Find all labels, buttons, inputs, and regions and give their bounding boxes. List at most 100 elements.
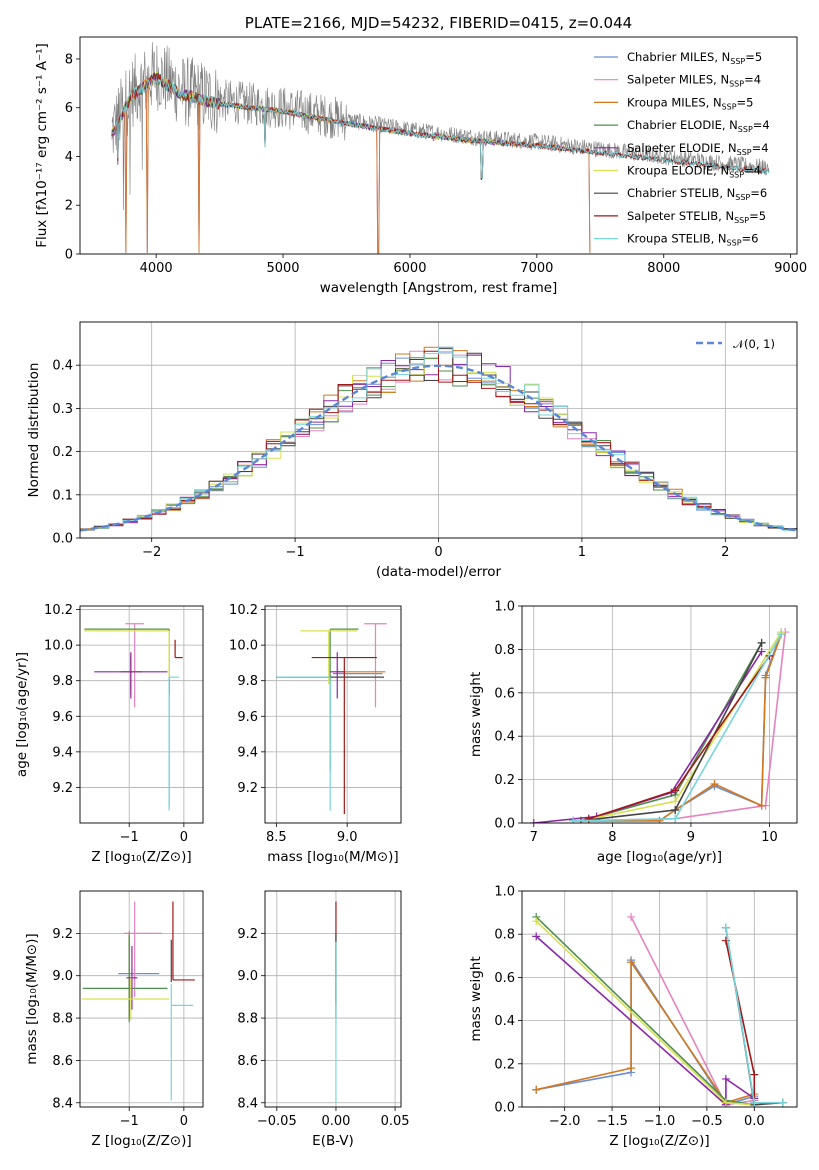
legend-entry: Kroupa ELODIE, NSSP=4 — [627, 164, 761, 180]
point-marker — [710, 779, 719, 788]
residuals-chart: −2 −1 0 1 2 0.0 0.1 0.2 0.3 0.4 (data-model)/error… — [26, 321, 798, 580]
x-tick-label: −1 — [286, 545, 305, 560]
chart-title: PLATE=2166, MJD=54232, FIBERID=0415, z=0… — [245, 14, 632, 32]
point-marker — [627, 1064, 636, 1073]
x-axis-label: Z [log₁₀(Z/Z⊙)] — [91, 1133, 191, 1149]
plot-area — [529, 628, 790, 823]
normal-curve — [80, 364, 797, 532]
point-marker — [777, 630, 786, 639]
x-axis-label: E(B-V) — [312, 1133, 354, 1149]
y-tick-label: 8.4 — [52, 1096, 73, 1111]
x-tick-label: −2 — [142, 545, 161, 560]
x-tick-label: 0.00 — [321, 1114, 350, 1129]
x-tick-label: −1 — [120, 830, 139, 845]
plot-area — [81, 901, 195, 1101]
y-axis-label: Flux [fλ10⁻¹⁷ erg cm⁻² s⁻¹ A⁻¹] — [34, 43, 50, 248]
y-axis-label: mass weight — [468, 956, 484, 1041]
y-tick-label: 8 — [65, 52, 73, 67]
x-tick-label: 9 — [687, 830, 695, 845]
y-tick-label: 9.6 — [237, 710, 258, 725]
point-marker — [627, 958, 636, 967]
x-tick-label: 0.0 — [744, 1114, 765, 1129]
y-tick-label: 9.0 — [52, 969, 73, 984]
x-tick-label: −0.05 — [257, 1114, 297, 1129]
legend-entry: Chabrier ELODIE, NSSP=4 — [627, 118, 770, 134]
y-tick-label: 0.2 — [494, 1057, 515, 1072]
y-tick-label: 1.0 — [494, 885, 515, 900]
y-tick-label: 0.4 — [494, 1014, 515, 1029]
series-line — [533, 651, 763, 823]
x-tick-label: 0 — [180, 1114, 188, 1129]
point-marker — [532, 932, 541, 941]
plot-area — [532, 912, 787, 1107]
plot-area — [80, 346, 797, 532]
y-tick-label: 10.2 — [229, 603, 258, 618]
point-marker — [532, 917, 541, 926]
model-line-salpeter-miles — [111, 74, 591, 254]
point-marker — [778, 1098, 787, 1107]
y-tick-label: 9.2 — [237, 927, 258, 942]
y-axis-label: Normed distribution — [26, 363, 42, 498]
y-tick-label: 9.2 — [237, 781, 258, 796]
point-marker — [671, 786, 680, 795]
plot-area — [276, 623, 387, 815]
point-marker — [671, 814, 680, 823]
y-tick-label: 0.3 — [52, 402, 73, 417]
x-tick-label: −1.5 — [596, 1114, 628, 1129]
y-tick-label: 0.2 — [494, 773, 515, 788]
legend-entry: Salpeter MILES, NSSP=4 — [627, 73, 761, 89]
x-axis-label: Z [log₁₀(Z/Z⊙)] — [91, 849, 191, 865]
point-marker — [529, 819, 538, 823]
massweight_vs_age-chart: 7 8 9 10 0.0 0.2 0.4 0.6 0.8 1.0 age [log₁₀(age/yr… — [468, 600, 798, 865]
x-tick-label: 8.5 — [266, 830, 287, 845]
point-marker — [655, 816, 664, 823]
x-axis-label: mass [log₁₀(M/M⊙)] — [267, 849, 398, 865]
y-tick-label: 8.4 — [237, 1096, 258, 1111]
x-tick-label: 2 — [721, 545, 729, 560]
legend-entry: Kroupa STELIB, NSSP=6 — [627, 232, 758, 248]
y-tick-label: 9.8 — [237, 674, 258, 689]
x-axis-label: wavelength [Angstrom, rest frame] — [320, 280, 558, 296]
y-tick-label: 9.8 — [52, 674, 73, 689]
y-tick-label: 1.0 — [494, 600, 515, 615]
legend-entry: Salpeter ELODIE, NSSP=4 — [627, 141, 769, 157]
y-tick-label: 9.0 — [237, 969, 258, 984]
y-tick-label: 10.2 — [44, 603, 73, 618]
axes-frame — [521, 890, 798, 1108]
y-tick-label: 0.0 — [494, 817, 515, 832]
y-tick-label: 0.6 — [494, 686, 515, 701]
point-marker — [721, 1074, 730, 1083]
y-tick-label: 9.2 — [52, 781, 73, 796]
x-tick-label: 8000 — [647, 261, 680, 276]
x-tick-label: −2.0 — [549, 1114, 581, 1129]
series-line — [535, 935, 755, 1107]
mass_vs_EBV-chart: −0.05 0.00 0.05 8.4 8.6 8.8 9.0 9.2 E(B-V) — [237, 890, 410, 1149]
axes-frame — [79, 605, 204, 824]
x-tick-label: −1 — [120, 1114, 139, 1129]
y-tick-label: 9.4 — [52, 745, 73, 760]
y-tick-label: 0 — [65, 248, 73, 263]
axes-frame — [79, 36, 798, 255]
axes-frame — [521, 605, 798, 824]
y-tick-label: 0.8 — [494, 643, 515, 658]
y-tick-label: 10.0 — [229, 639, 258, 654]
y-axis-label: age [log₁₀(age/yr)] — [14, 652, 30, 777]
x-tick-label: 0 — [434, 545, 442, 560]
x-tick-label: 6000 — [393, 261, 426, 276]
legend-entry: Chabrier STELIB, NSSP=6 — [627, 186, 767, 202]
x-tick-label: 9.0 — [337, 830, 358, 845]
y-tick-label: 4 — [65, 150, 73, 165]
point-marker — [750, 1098, 759, 1107]
point-marker — [757, 647, 766, 656]
x-tick-label: −0.5 — [691, 1114, 723, 1129]
y-tick-label: 0.2 — [52, 445, 73, 460]
point-marker — [627, 912, 636, 921]
y-tick-label: 6 — [65, 101, 73, 116]
y-tick-label: 8.8 — [52, 1012, 73, 1027]
legend-entry: Kroupa MILES, NSSP=5 — [627, 95, 753, 111]
x-tick-label: 8 — [608, 830, 616, 845]
histogram-kroupa-stelib — [80, 346, 797, 531]
x-axis-label: Z [log₁₀(Z/Z⊙)] — [609, 1133, 709, 1149]
point-marker — [584, 814, 593, 823]
